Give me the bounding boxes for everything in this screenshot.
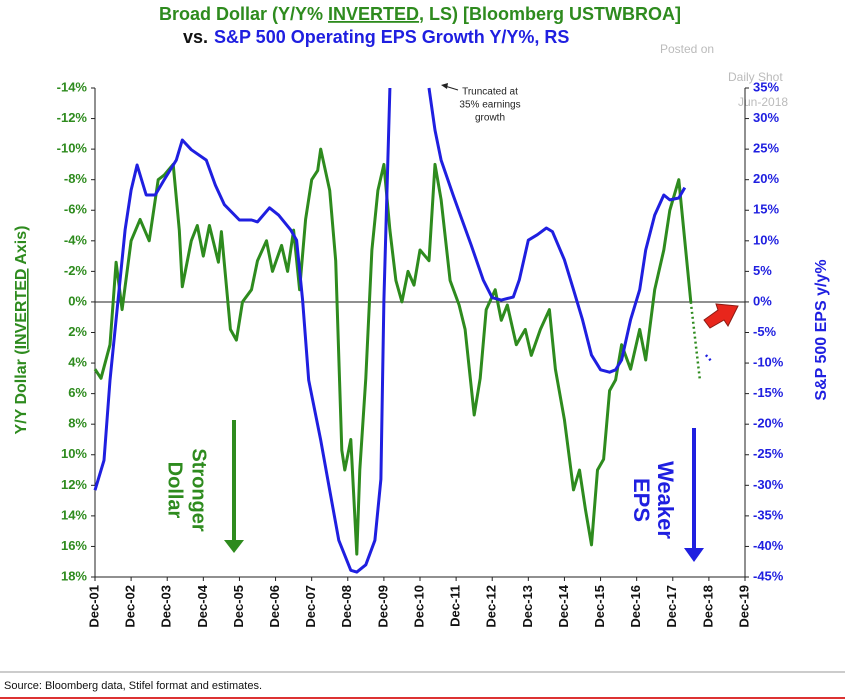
x-tick-label: Dec-18	[700, 585, 715, 628]
annotation-text: Stronger	[188, 448, 210, 532]
y2-axis-label: S&P 500 EPS y/y%	[813, 259, 830, 400]
y-tick-label: 12%	[61, 477, 87, 492]
x-tick-label: Dec-05	[231, 585, 246, 628]
watermark: Daily Shot	[728, 70, 783, 84]
y-tick-label: 6%	[68, 385, 87, 400]
series-line	[427, 87, 687, 374]
watermark: Posted on	[660, 42, 714, 56]
annotation: Truncated at 35% earnings growth	[459, 87, 520, 124]
y-tick-label: -6%	[64, 202, 88, 217]
series-line	[93, 147, 693, 556]
source: Source: Bloomberg data, Stifel format an…	[4, 680, 262, 692]
y2-tick-label: 25%	[753, 141, 779, 156]
series-line	[689, 301, 702, 381]
y-tick-label: -4%	[64, 232, 88, 247]
annotation-text: EPS	[629, 478, 654, 522]
y-tick-label: -14%	[57, 79, 88, 94]
x-tick-label: Dec-06	[267, 585, 282, 628]
y-axis-label: Y/Y Dollar (INVERTED Axis)	[13, 226, 30, 435]
x-tick-label: Dec-03	[159, 585, 174, 628]
arrowhead	[684, 548, 704, 562]
y2-tick-label: 10%	[753, 232, 779, 247]
y2-tick-label: 0%	[753, 293, 772, 308]
x-tick-label: Dec-13	[520, 585, 535, 628]
y2-tick-label: -10%	[753, 355, 784, 370]
title-part: , LS) [Bloomberg USTWBROA]	[419, 4, 681, 24]
y-tick-label: -12%	[57, 110, 88, 125]
x-tick-label: Dec-04	[195, 584, 210, 627]
y2-tick-label: -30%	[753, 477, 784, 492]
y2-tick-label: -45%	[753, 568, 784, 583]
x-tick-label: Dec-11	[448, 585, 463, 627]
y-tick-label: 18%	[61, 568, 87, 583]
y2-tick-label: -25%	[753, 446, 784, 461]
y-tick-label: -8%	[64, 171, 88, 186]
x-tick-label: Dec-17	[664, 585, 679, 628]
label-part: Axis)	[13, 226, 30, 269]
x-tick-label: Dec-08	[339, 585, 354, 628]
chart-title: Broad Dollar (Y/Y% INVERTED, LS) [Bloomb…	[159, 4, 681, 24]
x-tick-label: Dec-19	[736, 585, 751, 628]
y2-tick-label: -35%	[753, 507, 784, 522]
y2-tick-label: -15%	[753, 385, 784, 400]
series-line	[93, 87, 392, 574]
annotation-text: growth	[475, 113, 505, 124]
x-tick-label: Dec-07	[303, 585, 318, 628]
y2-tick-label: 20%	[753, 171, 779, 186]
y-tick-label: 10%	[61, 446, 87, 461]
x-tick-label: Dec-01	[86, 585, 101, 628]
y2-tick-label: -5%	[753, 324, 777, 339]
x-tick-label: Dec-12	[484, 585, 499, 628]
annotation-text: 35% earnings	[459, 100, 520, 111]
y-tick-label: 16%	[61, 538, 87, 553]
y-tick-label: 0%	[68, 293, 87, 308]
series-line	[704, 354, 713, 363]
y2-tick-label: -20%	[753, 416, 784, 431]
y2-tick-label: 15%	[753, 202, 779, 217]
y-tick-label: 14%	[61, 507, 87, 522]
y-tick-label: -10%	[57, 141, 88, 156]
chart-subtitle: S&P 500 Operating EPS Growth Y/Y%, RS	[214, 27, 569, 47]
y2-tick-label: 5%	[753, 263, 772, 278]
y2-tick-label: -40%	[753, 538, 784, 553]
y-tick-label: -2%	[64, 263, 88, 278]
x-tick-label: Dec-09	[375, 585, 390, 628]
x-tick-label: Dec-15	[592, 585, 607, 628]
title-part: INVERTED	[328, 4, 419, 24]
label-part: Y/Y Dollar (	[13, 349, 30, 435]
annotation-text: Dollar	[164, 462, 186, 519]
annotation-arrowhead	[441, 83, 448, 89]
y2-tick-label: 30%	[753, 110, 779, 125]
x-tick-label: Dec-02	[123, 585, 138, 628]
annotation-text: Weaker	[653, 461, 678, 539]
y2-tick-label: 35%	[753, 79, 779, 94]
y-tick-label: 4%	[68, 355, 87, 370]
x-tick-label: Dec-14	[556, 584, 571, 627]
y-tick-label: 2%	[68, 324, 87, 339]
arrowhead	[224, 540, 244, 553]
x-tick-label: Dec-10	[411, 585, 426, 628]
title-vs: vs.	[183, 27, 208, 47]
watermark: Jun-2018	[738, 95, 788, 109]
red-arrow	[703, 303, 739, 329]
label-part: INVERTED	[13, 269, 30, 350]
annotation-text: Truncated at	[462, 87, 518, 98]
x-tick-label: Dec-16	[628, 585, 643, 628]
y-tick-label: 8%	[68, 416, 87, 431]
title-part: Broad Dollar (Y/Y%	[159, 4, 328, 24]
